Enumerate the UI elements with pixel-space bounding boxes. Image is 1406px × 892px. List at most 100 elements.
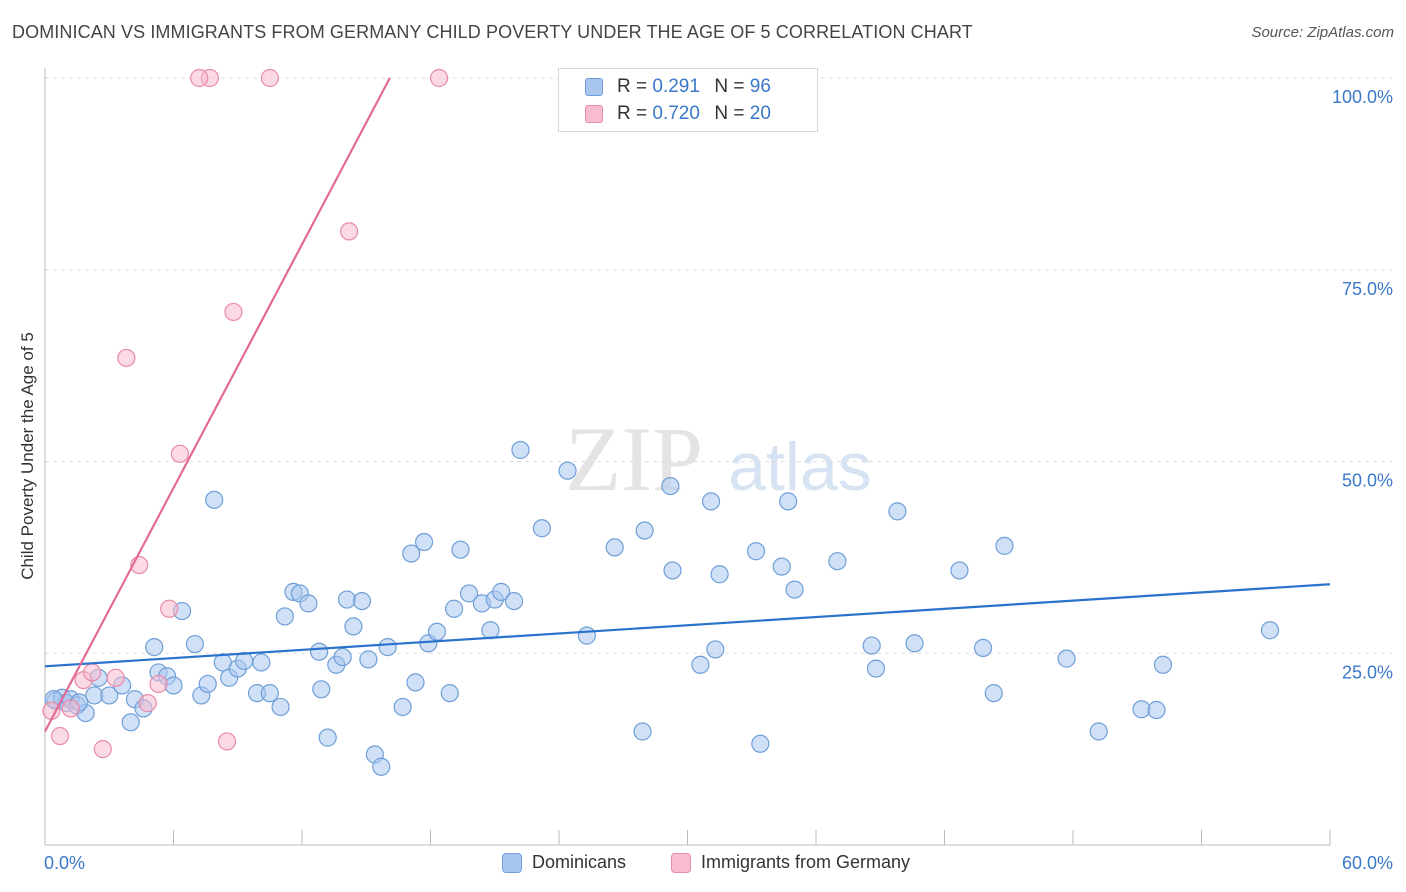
dominicans-point: [145, 638, 164, 657]
chart-title: DOMINICAN VS IMMIGRANTS FROM GERMANY CHI…: [12, 22, 973, 42]
dominicans-point: [271, 697, 290, 717]
y-tick-label: 25.0%: [1342, 662, 1393, 682]
germany-point: [340, 222, 359, 241]
dominicans-point: [950, 561, 969, 580]
dominicans-point: [633, 722, 652, 741]
dominicans-point: [185, 634, 205, 654]
dominicans-point: [198, 674, 217, 694]
germany-point: [93, 740, 112, 759]
germany-point: [429, 68, 449, 88]
germany-points: [42, 68, 449, 759]
dominicans-point: [605, 538, 624, 557]
series-label-germany: Immigrants from Germany: [701, 852, 911, 872]
germany-point: [149, 674, 168, 694]
dominicans-point: [318, 728, 337, 747]
dominicans-point: [706, 640, 725, 659]
dominicans-point: [663, 561, 682, 580]
y-tick-label: 100.0%: [1332, 87, 1393, 107]
dominicans-point: [444, 599, 464, 618]
series-swatch-pink: [671, 852, 691, 873]
germany-point: [106, 668, 125, 687]
dominicans-point: [772, 557, 791, 576]
dominicans-point: [1147, 700, 1166, 720]
legend-n-value: 96: [749, 76, 771, 97]
dominicans-point: [866, 659, 886, 678]
germany-point: [217, 732, 237, 751]
germany-point: [224, 302, 243, 322]
dominicans-point: [558, 461, 577, 480]
legend-n-label: N =: [714, 76, 745, 97]
dominicans-point: [352, 591, 372, 611]
dominicans-point: [299, 594, 318, 613]
germany-trend-line: [44, 77, 391, 732]
dominicans-point: [414, 532, 434, 552]
x-tick-label: 60.0%: [1342, 853, 1393, 873]
legend-n-label: N =: [714, 103, 745, 124]
dominicans-point: [275, 607, 294, 626]
dominicans-point: [984, 684, 1003, 703]
dominicans-point: [260, 684, 279, 703]
dominicans-point: [1260, 621, 1280, 640]
correlation-legend: R = 0.291 N = 96 R = 0.720 N = 20: [558, 68, 818, 132]
legend-swatch-pink: [585, 105, 603, 123]
dominicans-point: [577, 626, 596, 645]
dominicans-point: [372, 757, 391, 776]
legend-row-dominicans: R = 0.291 N = 96: [585, 75, 771, 99]
dominicans-point: [511, 440, 530, 460]
legend-r-value: 0.291: [652, 76, 700, 97]
dominicans-point: [504, 591, 524, 611]
dominicans-point: [1057, 649, 1076, 668]
dominicans-point: [701, 492, 721, 511]
watermark-zip: ZIP: [565, 408, 703, 510]
germany-point: [117, 348, 136, 368]
dominicans-point: [402, 544, 421, 563]
dominicans-point: [1153, 655, 1173, 674]
series-legend-dominicans: Dominicans: [502, 852, 626, 873]
dominicans-point: [378, 638, 397, 657]
germany-point: [260, 68, 279, 88]
dominicans-point: [121, 713, 140, 732]
dominicans-point: [100, 686, 119, 705]
dominicans-point: [310, 642, 329, 661]
dominicans-point: [751, 734, 770, 753]
dominicans-point: [440, 684, 459, 703]
tick-labels: 25.0% 50.0% 75.0% 100.0% 0.0% 60.0%: [44, 87, 1393, 873]
dominicans-point: [862, 636, 881, 655]
germany-point: [138, 694, 157, 713]
dominicans-point: [1089, 722, 1108, 741]
germany-point: [42, 701, 61, 720]
dominicans-point: [164, 676, 183, 695]
legend-row-germany: R = 0.720 N = 20: [585, 102, 771, 126]
y-tick-label: 75.0%: [1342, 279, 1393, 299]
dominicans-point: [344, 617, 363, 636]
dominicans-point: [888, 502, 907, 521]
dominicans-point: [635, 521, 654, 540]
germany-point: [83, 663, 102, 682]
germany-point: [170, 444, 190, 463]
dominicans-point: [661, 476, 680, 496]
dominicans-point: [492, 582, 511, 601]
legend-r-label: R =: [617, 103, 648, 124]
dominicans-point: [828, 552, 847, 571]
dominicans-point: [905, 634, 924, 653]
series-legend-germany: Immigrants from Germany: [671, 852, 910, 873]
source-label: Source: ZipAtlas.com: [1251, 24, 1394, 41]
dominicans-point: [359, 650, 378, 669]
y-tick-label: 50.0%: [1342, 471, 1393, 491]
dominicans-point: [337, 590, 357, 609]
germany-point: [190, 68, 209, 88]
legend-n-value: 20: [749, 103, 771, 124]
series-label-dominicans: Dominicans: [532, 852, 627, 872]
germany-point: [61, 699, 80, 718]
dominicans-point: [252, 653, 271, 672]
dominicans-point: [779, 492, 798, 511]
dominicans-point: [427, 622, 447, 641]
watermark-atlas: atlas: [728, 429, 872, 505]
dominicans-point: [973, 638, 993, 657]
dominicans-point: [710, 565, 729, 584]
dominicans-point: [481, 621, 500, 640]
series-swatch-blue: [502, 852, 522, 873]
legend-r-label: R =: [617, 76, 648, 97]
dominicans-point: [785, 580, 804, 599]
